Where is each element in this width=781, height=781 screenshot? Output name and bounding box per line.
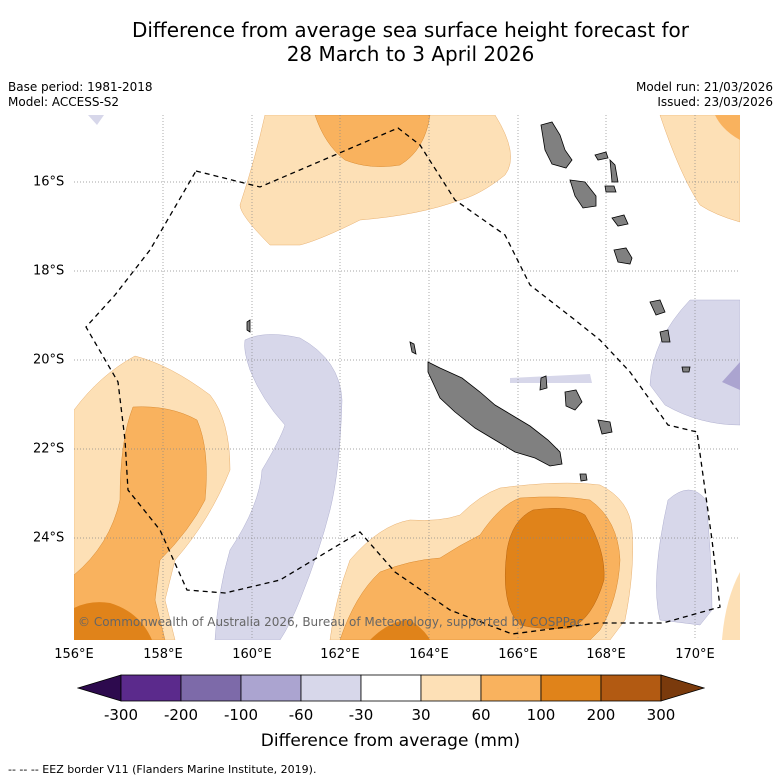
lon-tick: 158°E [143,647,183,662]
anomaly-neg-southeast [656,489,713,626]
map-svg [74,115,740,640]
colorbar-bin [120,674,182,702]
meta-right: Model run: 21/03/2026 Issued: 23/03/2026 [636,80,773,110]
chart-title: Difference from average sea surface heig… [0,18,781,66]
anomaly-neg-tiny-north [88,115,104,125]
base-period: Base period: 1981-2018 [8,80,153,94]
lat-tick: 18°S [33,263,65,279]
loyalty-lifou [539,375,548,391]
colorbar-arrow-low [77,674,122,702]
chesterfield-reef [246,319,251,333]
vanuatu-ambae [594,151,609,161]
eez-border [85,127,721,635]
colorbar-label: -100 [223,706,259,724]
issued-date: Issued: 23/03/2026 [657,95,773,109]
lon-tick: 166°E [498,647,538,662]
colorbar-label: 60 [471,706,491,724]
vanuatu-malekula [569,179,597,209]
lon-tick: 168°E [586,647,626,662]
belep-islands [409,341,417,355]
anomaly-30-60-far-southeast [722,572,740,640]
vanuatu-erromango [613,247,633,265]
title-line-1: Difference from average sea surface heig… [131,18,690,42]
map-panel [74,115,740,640]
anomaly-30-60-north [239,115,511,246]
colorbar-arrow-high [660,674,705,702]
anomaly-100-200-south-small [370,620,430,640]
colorbar-label: 30 [411,706,431,724]
vanuatu-espiritu-santo [540,121,573,169]
loyalty-mare [564,389,583,411]
gridlines [74,115,740,640]
lon-tick: 160°E [232,647,272,662]
vanuatu-ambrym [604,185,617,193]
hunter-island [659,329,671,343]
colorbar-bin [180,674,242,702]
anomaly-60-100-northeast [715,115,740,140]
colorbar-label: -300 [103,706,139,724]
loyalty-tiga [597,419,613,435]
lat-tick: 22°S [33,441,65,457]
walpole-island [681,366,691,373]
colorbar-bin [300,674,362,702]
model-run: Model run: 21/03/2026 [635,80,773,94]
colorbar-bin [480,674,542,702]
anomaly-100-200-west [74,602,152,640]
anomaly-60-100-west [74,406,207,640]
lon-tick: 162°E [320,647,360,662]
colorbar-bin [540,674,602,702]
anomaly-neg-east [649,299,740,426]
matthew-island [649,299,666,316]
vanuatu-pentecost [609,158,619,183]
vanuatu-efate [611,214,629,227]
colorbar-bin [240,674,302,702]
lon-tick: 156°E [54,647,94,662]
anomaly-neg-strip [510,374,592,383]
lon-tick: 170°E [675,647,715,662]
colorbar-label: 200 [586,706,616,724]
lat-tick: 20°S [33,352,65,368]
colorbar-label: 300 [646,706,676,724]
isle-of-pines [579,473,588,482]
colorbar-bin [600,674,662,702]
lat-tick: 16°S [33,174,65,190]
land [246,121,691,482]
colorbar-label: 100 [526,706,556,724]
title-line-2: 28 March to 3 April 2026 [286,42,535,66]
anomaly-30-60-northeast [659,115,740,223]
colorbar [77,674,705,702]
colorbar-label: -30 [348,706,374,724]
colorbar-bin [420,674,482,702]
new-caledonia [427,361,563,467]
eez-legend: -- -- -- EEZ border V11 (Flanders Marine… [8,763,317,776]
copyright-notice: © Commonwealth of Australia 2026, Bureau… [78,615,584,629]
anomaly-60-100-north [314,115,431,167]
anomaly-100-200-south [504,508,605,629]
lat-tick: 24°S [33,530,65,546]
anomaly-neg-east-darker [722,362,740,390]
colorbar-title: Difference from average (mm) [260,731,521,751]
colorbar-label: -200 [163,706,199,724]
lon-tick: 164°E [409,647,449,662]
anomaly-neg-west [214,334,343,640]
meta-left: Base period: 1981-2018 Model: ACCESS-S2 [8,80,153,110]
model-name: Model: ACCESS-S2 [8,95,120,109]
colorbar-label: -60 [288,706,314,724]
colorbar-bin [360,674,422,702]
